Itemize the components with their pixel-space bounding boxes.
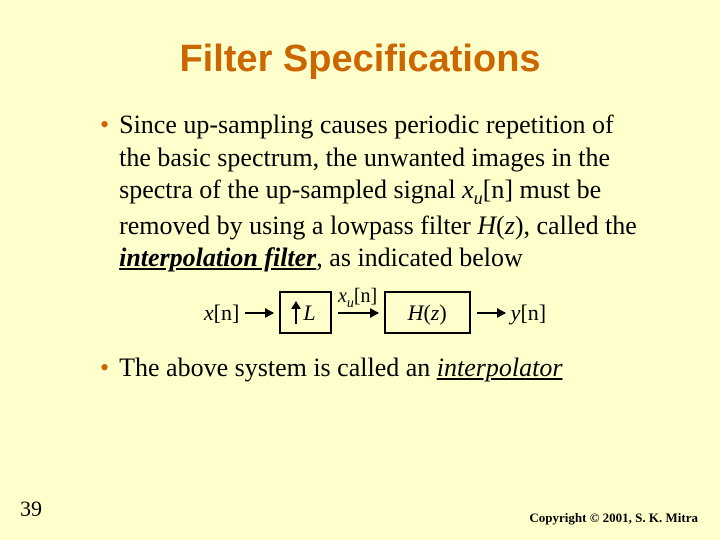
block-diagram: x[n] L xu[n] H(z) y[n] — [100, 291, 650, 335]
bullet-1-text: Since up-sampling causes periodic repeti… — [119, 109, 650, 275]
b2-word: interpolator — [437, 353, 563, 382]
bullet-1: • Since up-sampling causes periodic repe… — [100, 109, 650, 275]
out-idx: [n] — [520, 300, 546, 325]
filter-box: H(z) — [384, 291, 471, 335]
mid-arrow-wrap: xu[n] — [338, 312, 378, 314]
mid-sub: u — [347, 296, 354, 311]
page-number: 39 — [20, 496, 42, 522]
out-y: y — [511, 300, 521, 325]
b1-hz-open: ( — [496, 211, 505, 240]
up-factor-L: L — [303, 299, 315, 327]
bullet-dot-icon: • — [100, 109, 109, 142]
bullet-2: • The above system is called an interpol… — [100, 352, 650, 385]
mid-x: x — [338, 285, 347, 307]
b1-interp: interpolation filter — [119, 243, 316, 272]
input-signal: x[n] — [204, 299, 239, 327]
bullet-2-text: The above system is called an interpolat… — [119, 352, 650, 385]
arrow-icon — [245, 312, 273, 314]
box-open: ( — [423, 300, 430, 325]
b1-signal-x: x — [462, 175, 474, 204]
b1-hz-z: z — [505, 211, 515, 240]
up-arrow-icon — [295, 302, 297, 324]
bullet-dot-icon: • — [100, 352, 109, 385]
b1-signal-sub: u — [474, 188, 483, 208]
arrow-icon — [477, 312, 505, 314]
b1-hz-close: ) — [515, 211, 524, 240]
b1-post1: , called the — [524, 211, 637, 240]
slide-title: Filter Specifications — [0, 0, 720, 81]
b2-pre: The above system is called an — [119, 353, 437, 382]
box-h: H — [408, 300, 424, 325]
upsampler-box: L — [279, 291, 331, 335]
in-x: x — [204, 300, 214, 325]
copyright-text: Copyright © 2001, S. K. Mitra — [529, 510, 698, 526]
mid-idx: [n] — [354, 285, 377, 307]
b1-hz-h: H — [477, 211, 496, 240]
box-close: ) — [439, 300, 446, 325]
output-signal: y[n] — [511, 299, 546, 327]
arrow-icon — [338, 312, 378, 314]
b1-post2: , as indicated below — [316, 243, 523, 272]
slide-content: • Since up-sampling causes periodic repe… — [0, 81, 720, 385]
b1-signal-idx: [n] — [483, 175, 513, 204]
in-idx: [n] — [214, 300, 240, 325]
